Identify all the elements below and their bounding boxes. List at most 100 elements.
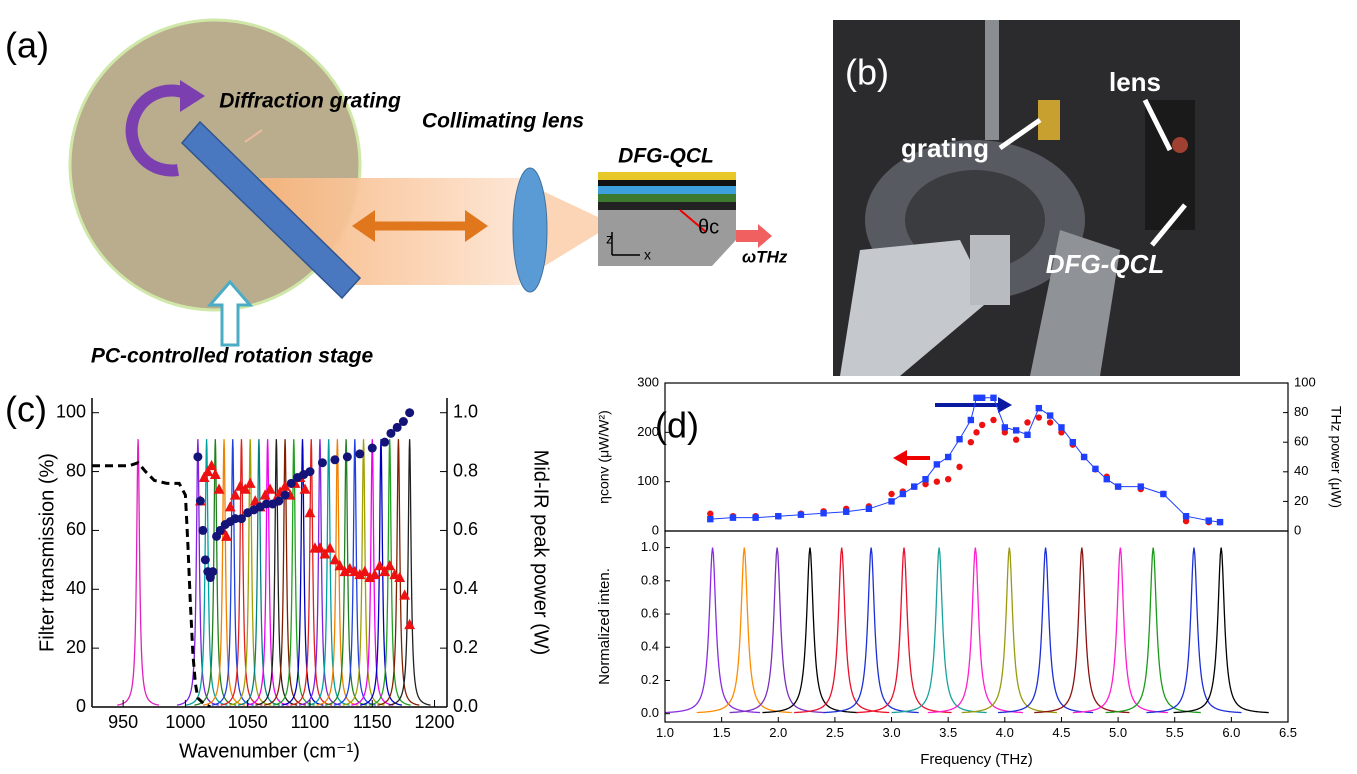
spectrum-peak: [961, 547, 1057, 714]
lens-label: Collimating lens: [422, 110, 584, 133]
marker: [314, 542, 326, 553]
marker: [374, 559, 386, 571]
marker: [224, 501, 236, 512]
marker: [330, 455, 340, 465]
spectrum-peak: [246, 439, 289, 706]
x-tick-label: 1100: [291, 712, 330, 732]
marker: [922, 476, 929, 483]
marker: [394, 571, 406, 583]
spectrum-peak: [298, 439, 341, 706]
marker: [261, 499, 271, 509]
x-tick-label: 6.5: [1279, 725, 1297, 740]
marker: [229, 489, 241, 500]
direction-arrows: [893, 397, 1012, 466]
spectrum-peak: [1034, 547, 1130, 714]
y2-tick-label: 0.4: [453, 578, 478, 598]
spectrum-peak: [377, 439, 420, 706]
marker: [922, 480, 929, 488]
marker: [193, 452, 203, 462]
marker: [398, 417, 408, 427]
y-tick-label: 20: [66, 637, 86, 657]
spectrum-peak: [325, 439, 368, 706]
qcl-device: [598, 172, 772, 266]
double-arrow: [352, 210, 488, 242]
plot-area: [92, 408, 431, 707]
series-line: [710, 397, 1221, 523]
spectrum-peak: [272, 439, 315, 706]
panel-label: (b): [845, 52, 889, 93]
y-tick-label: 0: [652, 522, 659, 537]
charts: 950 1000 1050 1100 1150 12000204060801000.00.…: [36, 374, 1344, 768]
marker: [239, 483, 251, 494]
spectrum-peak: [185, 439, 228, 706]
x-tick-label: 1150: [353, 712, 392, 732]
marker: [249, 495, 261, 506]
spectrum-peak: [351, 439, 394, 706]
marker: [286, 478, 296, 488]
chart: 1.0 1.5 2.0 2.5 3.0 3.5 4.0 4.5 5.0 5.5 6.0 6.5 0.0 0…: [596, 530, 1297, 768]
marker: [888, 498, 895, 505]
marker: [1058, 424, 1065, 431]
marker: [944, 476, 952, 483]
marker: [359, 565, 371, 577]
marker: [1182, 517, 1190, 525]
marker: [967, 416, 975, 424]
y2-axis-label: Mid-IR peak power (W): [530, 450, 552, 656]
y-tick-label: 0.4: [641, 639, 659, 654]
plot-area: [665, 547, 1269, 714]
marker: [707, 510, 714, 517]
marker: [355, 449, 365, 459]
x-tick-label: 2.0: [769, 725, 787, 740]
marker: [1080, 453, 1088, 461]
stage-arrow: [206, 279, 254, 347]
panel-label: (a): [5, 25, 49, 66]
x-tick-label: 5.5: [1166, 725, 1184, 740]
translation-stage: [840, 240, 990, 376]
y-tick-label: 1.0: [641, 539, 659, 554]
marker: [386, 428, 396, 438]
marker: [198, 525, 208, 535]
marker: [213, 483, 225, 494]
panel-label: (c): [5, 389, 47, 430]
marker: [364, 571, 376, 583]
x-tick-label: 1200: [415, 712, 455, 732]
grating-label: Diffraction grating: [219, 90, 401, 113]
spectrum-peak: [1173, 547, 1269, 714]
spectrum-peak: [229, 439, 272, 706]
marker: [944, 453, 952, 461]
y2-tick-label: 80: [1294, 404, 1308, 419]
y2-tick-label: 0.0: [453, 696, 478, 716]
rotation-arrow: [125, 84, 193, 177]
marker: [1092, 465, 1099, 473]
spectrum-peak: [237, 439, 280, 706]
y-tick-label: 0.2: [641, 672, 659, 687]
marker: [911, 483, 918, 490]
y2-tick-label: 0.8: [453, 460, 478, 480]
diagram: Diffraction grating Collimating lens DFG…: [68, 18, 788, 368]
spectrum-peak: [264, 439, 307, 706]
spectrum-peak: [388, 439, 431, 706]
photo-arrows: [998, 98, 1187, 247]
y-tick-label: 0.0: [641, 705, 659, 720]
marker: [865, 505, 873, 512]
spectrum-peak: [891, 547, 987, 714]
y-tick-label: 100: [637, 473, 659, 488]
marker: [317, 458, 327, 468]
y-tick-label: 0.6: [641, 605, 659, 620]
spectrum-peak: [255, 439, 298, 706]
post: [985, 20, 999, 140]
laser: [1172, 137, 1188, 153]
marker: [259, 489, 271, 500]
y-tick-label: 0: [76, 696, 86, 716]
marker: [1046, 419, 1054, 426]
marker: [369, 568, 381, 580]
marker: [973, 394, 980, 401]
rotation-arrow-head: [180, 80, 205, 112]
marker: [775, 513, 782, 520]
y2-tick-label: 0.6: [453, 519, 478, 539]
y2-tick-label: 20: [1294, 493, 1308, 508]
grating-label: grating: [901, 133, 989, 163]
spectrum-peak: [290, 439, 333, 706]
marker: [1160, 490, 1167, 498]
panel-label: (d): [655, 405, 699, 446]
